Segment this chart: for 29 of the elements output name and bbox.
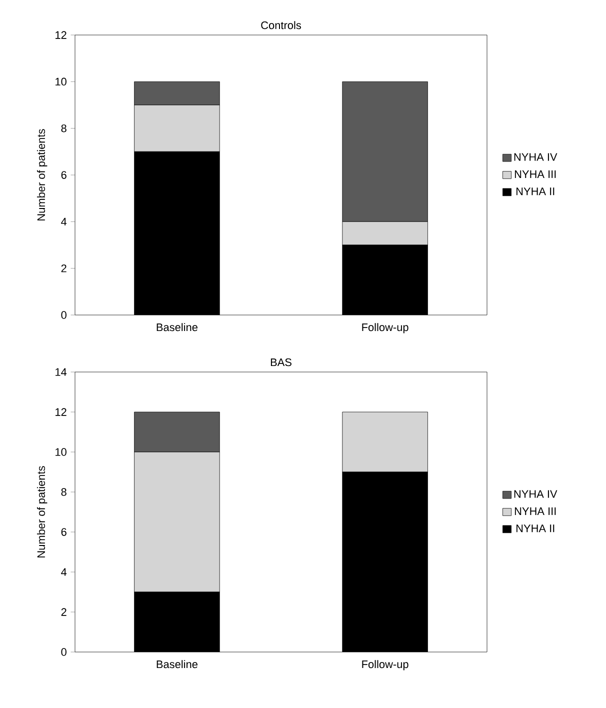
chart-title: Controls	[261, 21, 301, 30]
y-tick-label: 10	[56, 448, 66, 456]
legend-label: NYHA II	[516, 524, 554, 532]
y-tick-label: 4	[61, 568, 67, 576]
y-tick-label: 2	[61, 264, 66, 272]
y-tick-label: 14	[56, 368, 67, 376]
y-tick-label: 2	[61, 608, 66, 616]
y-tick-label: 8	[61, 124, 66, 132]
y-tick-label: 10	[56, 78, 66, 86]
chart-title: BAS	[270, 358, 292, 366]
y-tick-label: 6	[61, 171, 66, 179]
y-tick-label: 8	[61, 488, 66, 496]
legend-label: NYHA III	[514, 170, 556, 178]
y-tick-label: 6	[61, 528, 66, 536]
y-tick-label: 0	[61, 311, 66, 319]
legend-label: NYHA II	[516, 188, 554, 196]
x-tick-label: Baseline	[156, 323, 198, 332]
y-tick-label: 12	[56, 408, 66, 416]
legend-label: NYHA IV	[514, 153, 558, 161]
y-axis-title: Number of patients	[36, 466, 48, 558]
y-axis-title: Number of patients	[36, 129, 48, 220]
legend-label: NYHA III	[514, 507, 556, 515]
x-tick-label: Follow-up	[362, 323, 408, 334]
y-tick-label: 0	[61, 648, 66, 656]
y-tick-label: 4	[61, 218, 67, 226]
legend-label: NYHA IV	[514, 490, 558, 498]
x-tick-label: Follow-up	[362, 660, 408, 670]
y-tick-label: 12	[56, 31, 66, 39]
x-tick-label: Baseline	[156, 660, 198, 668]
